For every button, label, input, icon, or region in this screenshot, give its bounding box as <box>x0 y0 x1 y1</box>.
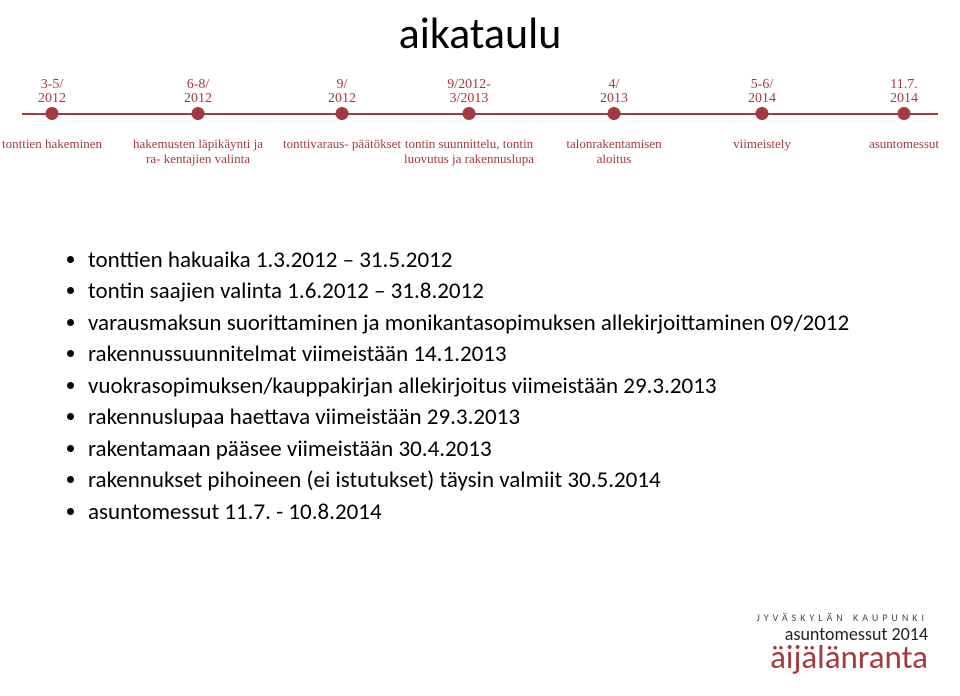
footer-logo: JYVÄSKYLÄN KAUPUNKI asuntomessut 2014 äi… <box>757 613 928 674</box>
timeline-item: 11.7. 2014 asuntomessut <box>839 78 960 151</box>
timeline-date: 4/ 2013 <box>549 78 679 106</box>
timeline-label: tonttivaraus- päätökset <box>277 136 407 151</box>
timeline-date: 9/2012- 3/2013 <box>404 78 534 106</box>
timeline-date: 5-6/ 2014 <box>697 78 827 106</box>
timeline-dot <box>463 107 476 120</box>
timeline-item: 5-6/ 2014 viimeistely <box>697 78 827 151</box>
timeline-item: 6-8/ 2012 hakemusten läpikäynti ja ra- k… <box>133 78 263 166</box>
timeline-dot <box>898 107 911 120</box>
timeline-label: tontin suunnittelu, tontin luovutus ja r… <box>404 136 534 166</box>
timeline-dot <box>192 107 205 120</box>
logo-line3: äijälänranta <box>757 641 928 674</box>
logo-line1: JYVÄSKYLÄN KAUPUNKI <box>757 613 928 623</box>
bullet-item: rakentamaan pääsee viimeistään 30.4.2013 <box>88 435 920 464</box>
timeline-dot <box>756 107 769 120</box>
bullet-item: rakennussuunnitelmat viimeistään 14.1.20… <box>88 340 920 369</box>
timeline-date: 9/ 2012 <box>277 78 407 106</box>
timeline-dot <box>336 107 349 120</box>
timeline-item: 9/2012- 3/2013 tontin suunnittelu, tonti… <box>404 78 534 166</box>
bullet-item: tonttien hakuaika 1.3.2012 – 31.5.2012 <box>88 246 920 275</box>
timeline: 3-5/ 2012 tonttien hakeminen 6-8/ 2012 h… <box>22 78 938 218</box>
timeline-label: asuntomessut <box>839 136 960 151</box>
timeline-label: talonrakentamisen aloitus <box>549 136 679 166</box>
timeline-item: 4/ 2013 talonrakentamisen aloitus <box>549 78 679 166</box>
bullet-item: rakennuslupaa haettava viimeistään 29.3.… <box>88 403 920 432</box>
timeline-item: 3-5/ 2012 tonttien hakeminen <box>0 78 117 151</box>
bullet-list: tonttien hakuaika 1.3.2012 – 31.5.2012 t… <box>70 246 920 527</box>
bullet-item: vuokrasopimuksen/kauppakirjan allekirjoi… <box>88 372 920 401</box>
bullet-item: rakennukset pihoineen (ei istutukset) tä… <box>88 466 920 495</box>
timeline-dot <box>46 107 59 120</box>
timeline-dot <box>608 107 621 120</box>
timeline-item: 9/ 2012 tonttivaraus- päätökset <box>277 78 407 151</box>
timeline-label: tonttien hakeminen <box>0 136 117 151</box>
bullet-item: asuntomessut 11.7. - 10.8.2014 <box>88 498 920 527</box>
bullet-item: tontin saajien valinta 1.6.2012 – 31.8.2… <box>88 277 920 306</box>
timeline-label: hakemusten läpikäynti ja ra- kentajien v… <box>133 136 263 166</box>
timeline-date: 3-5/ 2012 <box>0 78 117 106</box>
page-title: aikataulu <box>0 6 960 60</box>
bullet-item: varausmaksun suorittaminen ja monikantas… <box>88 309 920 338</box>
timeline-label: viimeistely <box>697 136 827 151</box>
timeline-date: 6-8/ 2012 <box>133 78 263 106</box>
timeline-date: 11.7. 2014 <box>839 78 960 106</box>
